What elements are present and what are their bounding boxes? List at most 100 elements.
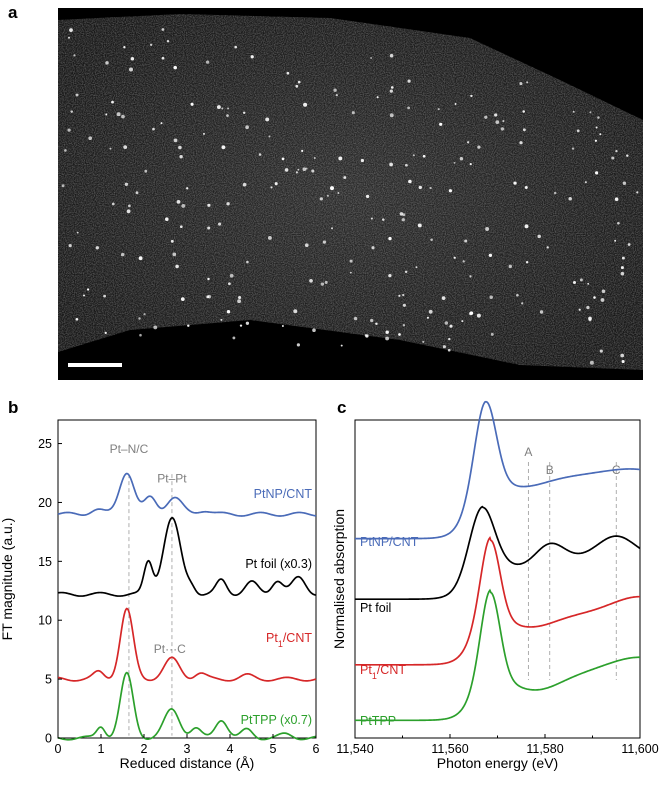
atom-dot	[579, 278, 583, 282]
panel-c-label: c	[337, 398, 346, 417]
series-label: PtNP/CNT	[254, 487, 313, 501]
atom-dot	[453, 256, 456, 259]
atom-dot	[311, 169, 315, 173]
atom-dot	[138, 317, 141, 320]
atom-dot	[228, 282, 231, 286]
plot-frame	[57, 419, 317, 739]
atom-dot	[370, 318, 374, 323]
atom-dot	[622, 181, 627, 185]
atom-dot	[82, 294, 86, 297]
atom-dot	[611, 156, 615, 160]
atom-dot	[415, 266, 418, 269]
x-tick-label: 2	[141, 742, 148, 756]
atom-dot	[226, 202, 230, 206]
series-line	[355, 588, 641, 722]
atom-dot	[220, 318, 223, 321]
atom-dot	[161, 56, 165, 60]
atom-dot	[295, 171, 298, 174]
atom-dot	[73, 54, 76, 57]
atom-dot	[111, 202, 115, 206]
atom-dot	[68, 36, 70, 39]
y-tick-label: 10	[38, 614, 52, 628]
atom-dot	[430, 238, 433, 241]
atom-dot	[488, 253, 493, 257]
atom-dot	[353, 316, 358, 321]
atom-dot	[490, 332, 494, 336]
atom-dot	[389, 53, 394, 58]
atom-dot	[402, 293, 405, 297]
series-label: Pt1/CNT	[360, 663, 406, 681]
atom-dot	[513, 181, 517, 185]
atom-dot	[389, 89, 393, 93]
atom-dot	[589, 111, 592, 114]
atom-dot	[349, 259, 353, 263]
series-label: Pt1/CNT	[266, 631, 312, 649]
atom-dot	[207, 226, 211, 230]
atom-dot	[382, 218, 385, 221]
series-line	[57, 671, 317, 741]
atom-dot	[571, 147, 575, 150]
atom-dot	[67, 128, 71, 132]
atom-dot	[337, 192, 340, 194]
x-axis-label: Photon energy (eV)	[437, 755, 558, 771]
single-atom-dots	[61, 28, 639, 365]
atom-dot	[86, 288, 90, 291]
atom-dot	[160, 122, 163, 125]
reference-line-label: A	[524, 445, 532, 459]
atom-dot	[111, 100, 114, 104]
series-label: PtTPP	[360, 714, 396, 728]
atom-dot	[439, 122, 443, 126]
peak-annotation: Pt···C	[154, 642, 186, 656]
atom-dot	[274, 182, 278, 186]
x-tick-label: 3	[184, 742, 191, 756]
x-tick-label: 11,540	[336, 742, 373, 756]
atom-dot	[587, 282, 590, 285]
atom-dot	[116, 112, 121, 117]
atom-dot	[143, 313, 146, 316]
atom-dot	[207, 203, 211, 207]
atom-dot	[175, 264, 179, 269]
atom-dot	[281, 325, 284, 327]
atom-dot	[330, 186, 334, 191]
atom-dot	[621, 256, 625, 260]
atom-dot	[173, 65, 177, 70]
atom-dot	[268, 135, 271, 138]
atom-dot	[258, 153, 262, 156]
atom-dot	[161, 28, 165, 31]
atom-dot	[589, 360, 594, 365]
atom-dot	[297, 80, 301, 84]
atom-dot	[226, 114, 229, 117]
atom-dot	[284, 168, 289, 172]
atom-dot	[599, 349, 603, 353]
atom-dot	[568, 196, 572, 201]
atom-dot	[500, 127, 505, 131]
atom-dot	[205, 60, 210, 64]
atom-dot	[599, 133, 602, 136]
atom-dot	[525, 260, 529, 264]
atom-dot	[165, 217, 169, 221]
atom-dot	[305, 167, 308, 170]
atom-dot	[519, 141, 523, 145]
atom-dot	[360, 158, 365, 163]
atom-dot	[126, 209, 131, 214]
atom-dot	[297, 168, 300, 171]
atom-dot	[573, 281, 576, 284]
atom-dot	[365, 194, 370, 199]
atom-dot	[229, 273, 234, 278]
atom-dot	[407, 79, 411, 83]
atom-dot	[594, 139, 598, 142]
atom-dot	[216, 105, 221, 110]
atom-dot	[389, 162, 393, 167]
atom-dot	[173, 138, 178, 143]
atom-dot	[245, 321, 250, 325]
x-axis-label: Reduced distance (Å)	[120, 755, 255, 771]
atom-dot	[502, 120, 505, 123]
atom-dot	[109, 147, 112, 150]
atom-dot	[370, 57, 373, 59]
atom-dot	[617, 221, 620, 225]
atom-dot	[322, 240, 327, 244]
atom-dot	[375, 322, 378, 326]
atom-dot	[385, 330, 389, 334]
atom-dot	[412, 154, 415, 157]
x-tick-label: 0	[55, 742, 62, 756]
